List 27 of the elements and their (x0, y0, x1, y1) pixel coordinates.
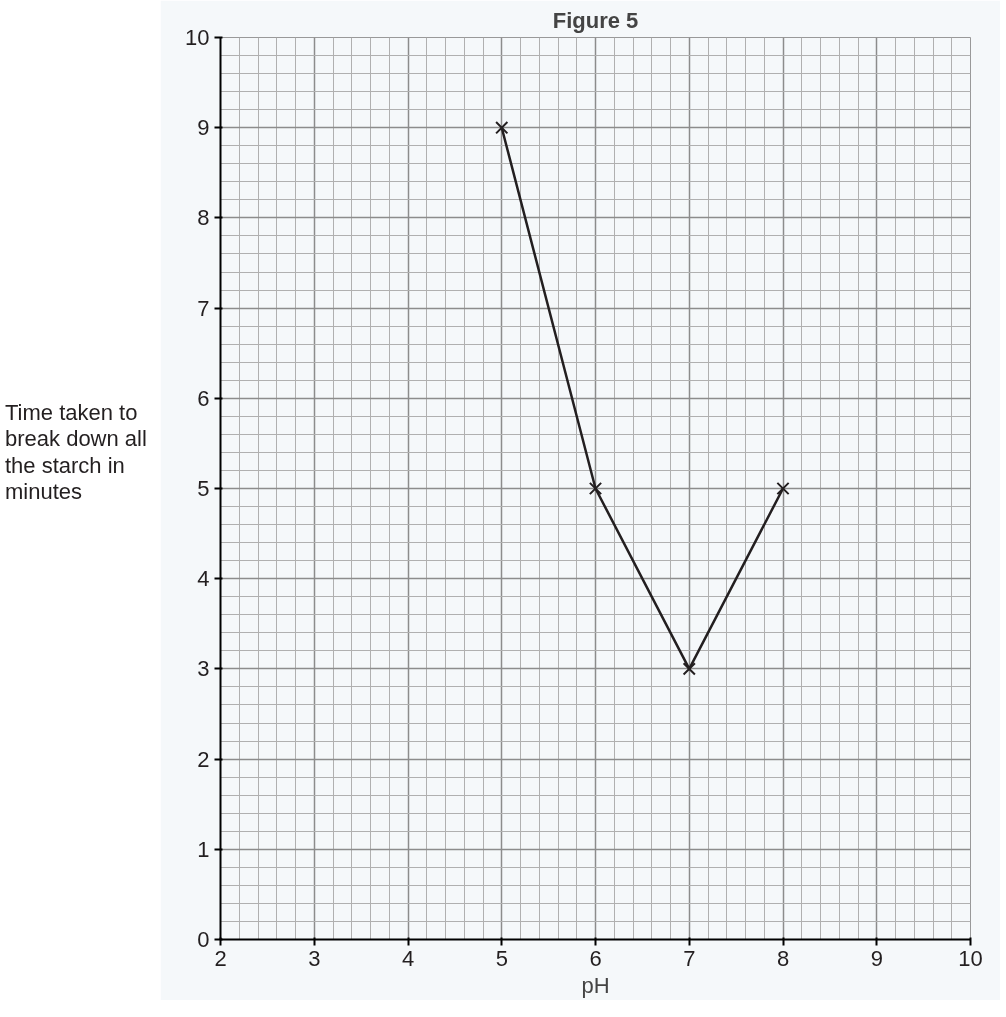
x-tick-label: 6 (589, 945, 602, 971)
y-tick-label: 7 (197, 295, 210, 321)
x-tick-label: 2 (214, 945, 227, 971)
point (682, 662, 696, 676)
chart-title: Figure 5 (552, 7, 639, 33)
point (588, 481, 603, 496)
y-tick-label: 1 (197, 836, 210, 862)
x-tick-label: 3 (308, 945, 321, 971)
x-axis-title: pH (581, 972, 610, 998)
y-tick-label: 3 (197, 656, 210, 682)
y-axis-title: Time taken to break down all the starch in minutes (5, 400, 148, 506)
point (776, 481, 790, 496)
y-tick-label: 2 (197, 746, 210, 772)
x-tick-label: 10 (958, 945, 983, 971)
y-tick-label: 10 (185, 25, 210, 50)
x-tick-label: 5 (495, 945, 508, 971)
x-tick-label: 9 (870, 945, 883, 971)
y-tick-label: 8 (197, 205, 210, 231)
x-tick-label: 4 (401, 945, 415, 971)
x-tick-label: 7 (683, 945, 696, 971)
y-tick-label: 9 (197, 115, 210, 141)
y-tick-label: 6 (197, 385, 210, 411)
y-tick-label: 4 (197, 566, 210, 592)
x-tick-label: 8 (776, 945, 790, 971)
y-tick-label: 5 (197, 476, 210, 501)
y-tick-label: 0 (197, 927, 210, 952)
point (495, 121, 509, 135)
